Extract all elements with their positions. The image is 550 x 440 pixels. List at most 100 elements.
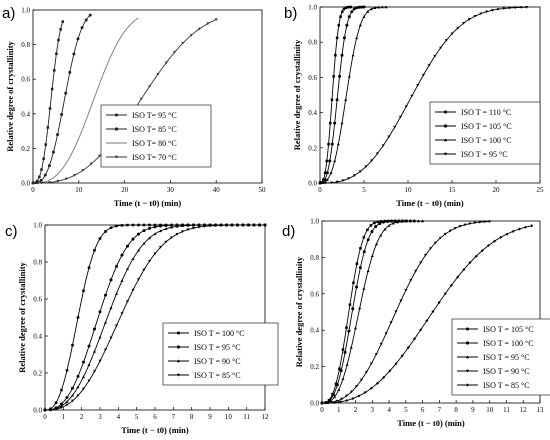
data-point — [38, 175, 41, 179]
data-point — [170, 236, 173, 240]
data-point — [109, 306, 113, 309]
data-point — [400, 219, 404, 223]
data-point — [164, 227, 168, 230]
data-point — [347, 177, 351, 180]
data-point — [340, 53, 344, 57]
data-point — [355, 385, 359, 388]
data-point — [394, 362, 398, 366]
data-point — [43, 408, 47, 412]
data-point — [175, 224, 179, 228]
data-point — [76, 394, 80, 398]
data-point — [87, 363, 91, 366]
data-point — [341, 179, 345, 183]
legend-entry: ISO T= 80 °C — [132, 139, 177, 148]
x-tick-label: 1 — [337, 406, 341, 414]
data-point — [488, 220, 492, 224]
data-point — [120, 253, 124, 257]
data-point — [104, 293, 107, 297]
data-point — [344, 98, 348, 101]
data-point — [65, 369, 69, 372]
data-point — [328, 121, 332, 125]
x-tick-label: 20 — [121, 186, 129, 194]
data-point — [513, 6, 517, 10]
data-point — [115, 264, 118, 268]
data-point — [384, 5, 388, 9]
data-point — [480, 249, 484, 253]
data-point — [137, 278, 140, 281]
legend-marker — [465, 369, 470, 373]
x-axis-label: Time (t − t0) (min) — [397, 418, 465, 428]
data-point — [340, 121, 344, 125]
data-point — [48, 181, 52, 184]
data-point — [412, 337, 416, 341]
data-point — [366, 269, 370, 273]
x-tick-label: 8 — [190, 413, 194, 421]
data-point — [93, 249, 96, 252]
data-point — [131, 257, 135, 261]
x-tick-label: 4 — [387, 406, 391, 414]
legend-entry: ISO T = 100 °C — [194, 329, 245, 338]
data-point — [87, 344, 91, 348]
data-point — [170, 223, 173, 227]
data-point — [126, 223, 129, 227]
series-line — [322, 220, 415, 404]
legend-marker — [465, 355, 470, 359]
x-tick-label: 7 — [438, 406, 442, 414]
data-point — [388, 369, 392, 373]
legend-marker — [443, 152, 448, 156]
data-point — [335, 383, 339, 387]
data-point — [219, 224, 223, 227]
data-point — [456, 275, 460, 279]
data-point — [345, 398, 349, 402]
data-point — [421, 73, 425, 77]
data-point — [345, 23, 349, 27]
data-point — [359, 378, 363, 382]
data-point — [126, 267, 129, 271]
legend-marker — [177, 331, 180, 335]
y-tick-label: 0.6 — [310, 290, 319, 298]
data-point — [352, 7, 356, 11]
x-tick-label: 11 — [243, 413, 250, 421]
legend: ISO T = 100 °C ISO T = 95 °C ISO T = 90 °C… — [162, 322, 279, 386]
y-tick-label: 0.0 — [33, 407, 42, 415]
data-point — [137, 232, 140, 236]
data-point — [374, 225, 378, 229]
legend-marker — [443, 138, 448, 142]
data-point — [334, 53, 337, 57]
data-point — [456, 26, 460, 30]
data-point — [395, 220, 399, 224]
series-2 — [320, 219, 416, 405]
data-point — [142, 268, 146, 272]
data-point — [369, 386, 373, 390]
data-point — [404, 105, 408, 109]
data-point — [384, 332, 388, 335]
data-point — [355, 6, 359, 10]
data-point — [39, 181, 43, 185]
data-point — [198, 27, 202, 31]
data-point — [370, 159, 374, 163]
data-point — [164, 240, 168, 244]
legend-entry: ISO T= 70 °C — [132, 153, 177, 162]
data-point — [375, 242, 378, 246]
x-tick-label: 0 — [320, 406, 324, 414]
x-tick-label: 11 — [503, 406, 510, 414]
data-point — [49, 408, 52, 412]
legend-marker — [465, 341, 470, 345]
series-line — [320, 6, 387, 184]
data-point — [360, 5, 364, 9]
data-point — [98, 359, 102, 363]
data-point — [400, 354, 404, 358]
data-point — [181, 224, 184, 228]
y-axis-label: Relative degree of crystallinity — [17, 261, 27, 372]
data-point — [349, 5, 353, 9]
data-point — [82, 289, 85, 293]
data-point — [345, 363, 349, 366]
data-point — [64, 91, 68, 95]
data-point — [31, 181, 35, 185]
data-point — [46, 126, 50, 129]
x-tick-label: 4 — [117, 413, 121, 421]
data-point — [323, 171, 327, 175]
data-point — [64, 177, 68, 181]
data-point — [325, 159, 329, 163]
data-point — [82, 375, 85, 378]
